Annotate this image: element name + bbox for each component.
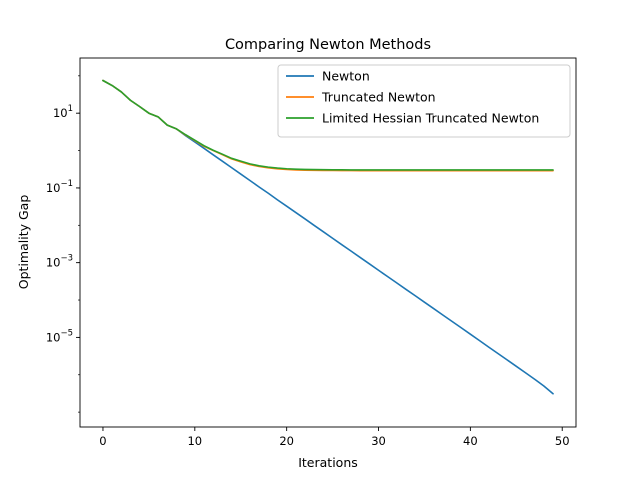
y-tick-label: 101: [53, 104, 73, 120]
x-axis-label: Iterations: [298, 455, 358, 470]
y-tick-label: 10−3: [46, 254, 73, 270]
legend-label-0: Newton: [322, 69, 370, 84]
x-tick-label: 30: [371, 434, 386, 448]
y-tick-label: 10−1: [46, 179, 73, 195]
legend: Newton Truncated Newton Limited Hessian Tr…: [277, 64, 571, 138]
x-tick-label: 40: [463, 434, 478, 448]
x-axis: 0 10 20 30 40 50: [99, 427, 570, 448]
y-tick-label: 10−5: [46, 328, 73, 344]
series-line-2: [102, 79, 554, 171]
y-axis: 10−5 10−3 10−1 101: [46, 75, 80, 413]
chart-title: Comparing Newton Methods: [225, 37, 431, 53]
x-tick-label: 0: [99, 434, 106, 448]
x-tick-label: 50: [555, 434, 570, 448]
x-tick-label: 10: [187, 434, 202, 448]
x-tick-label: 20: [279, 434, 294, 448]
y-axis-label: Optimality Gap: [16, 195, 31, 290]
legend-label-1: Truncated Newton: [321, 90, 436, 105]
legend-box: [277, 64, 571, 138]
plot-lines: [102, 79, 554, 395]
legend-label-2: Limited Hessian Truncated Newton: [322, 111, 539, 126]
plot-frame: [79, 57, 577, 428]
